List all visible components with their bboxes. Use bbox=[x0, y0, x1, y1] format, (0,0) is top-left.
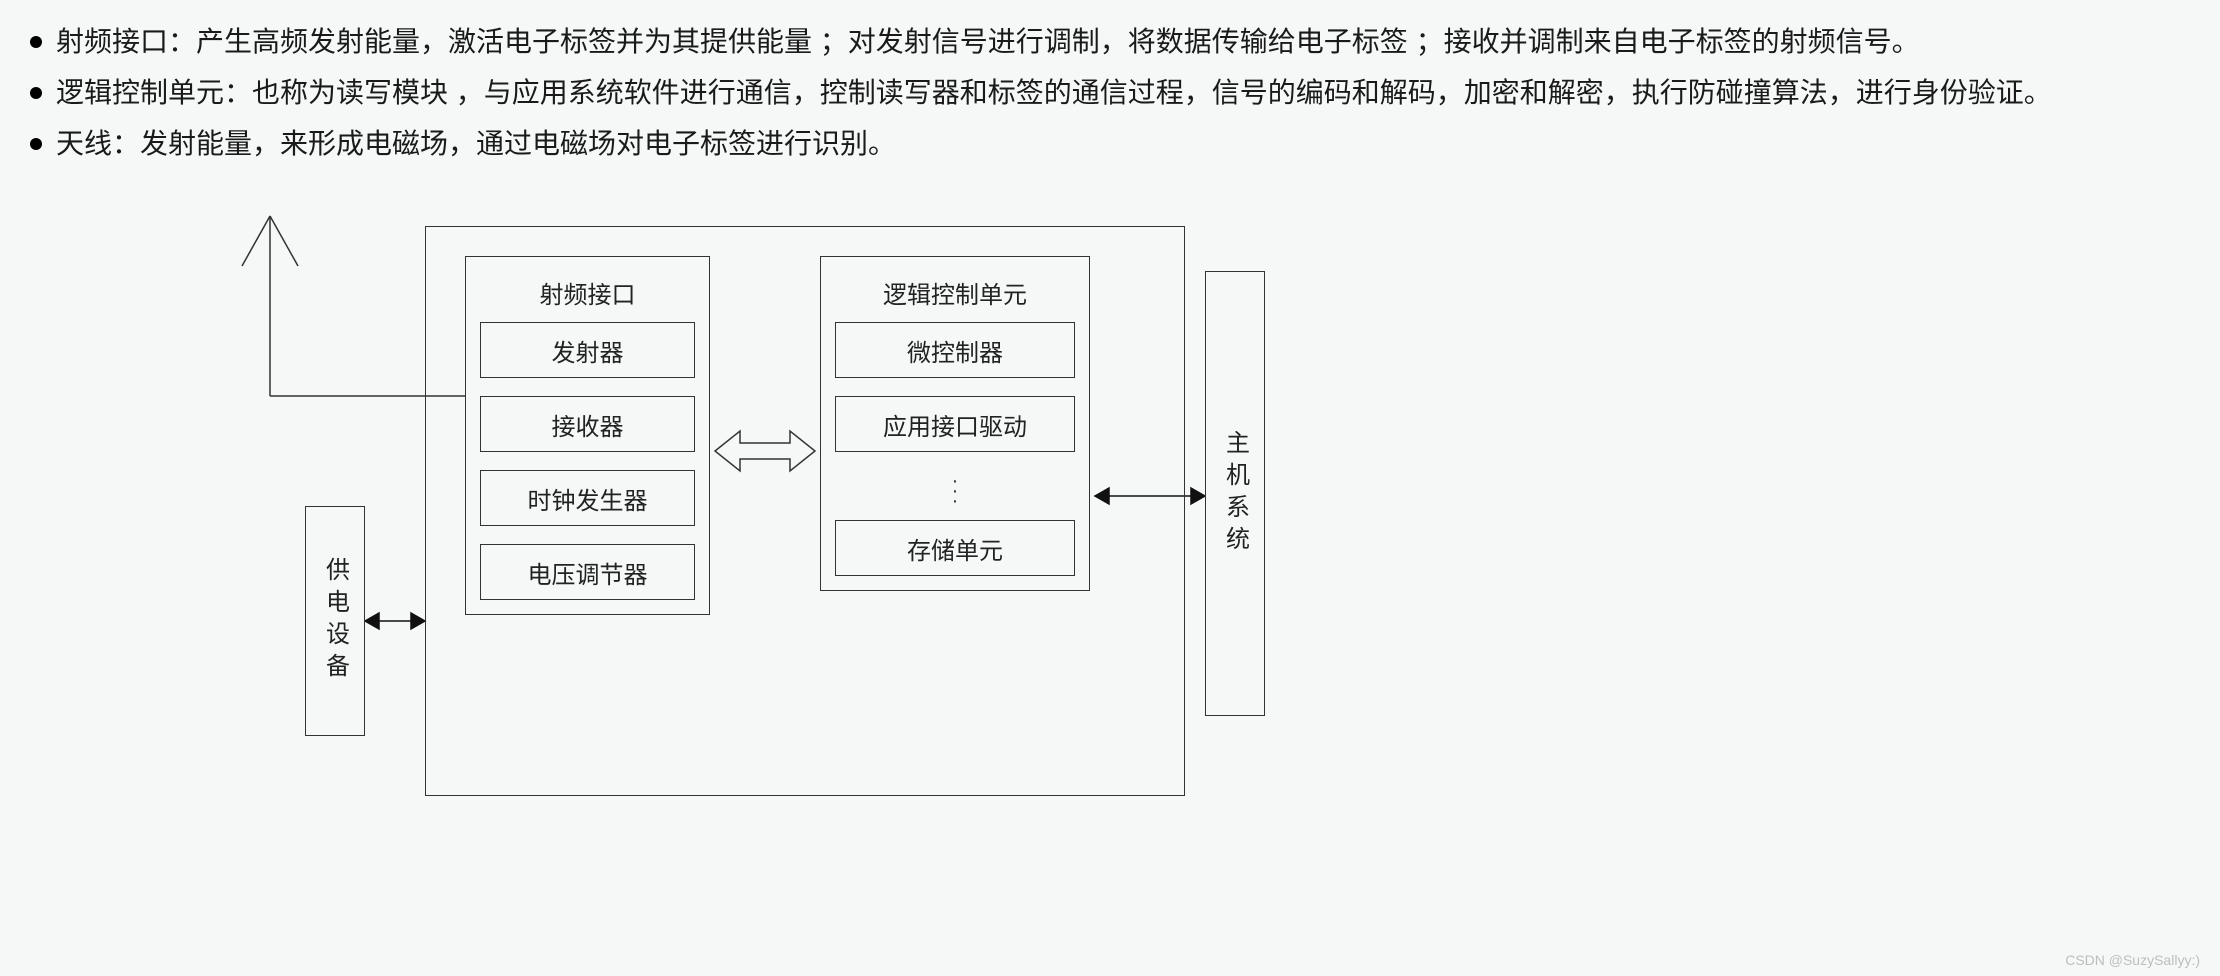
bullet-item: 射频接口：产生高频发射能量，激活电子标签并为其提供能量 ；对发射信号进行调制，将… bbox=[30, 20, 2190, 65]
watermark-text: CSDN @SuzySallyy:) bbox=[2065, 952, 2200, 968]
bullet-text: 逻辑控制单元：也称为读写模块 ，与应用系统软件进行通信，控制读写器和标签的通信过… bbox=[56, 71, 2190, 116]
logic-item-box: 应用接口驱动 bbox=[835, 396, 1075, 452]
bullet-desc: 发射能量，来形成电磁场，通过电磁场对电子标签进行识别。 bbox=[140, 128, 896, 159]
logic-item-label: 存储单元 bbox=[907, 531, 1003, 566]
host-system-label: 主机系统 bbox=[1218, 430, 1253, 558]
rf-item-label: 电压调节器 bbox=[528, 555, 648, 590]
logic-control-group: 逻辑控制单元 微控制器 应用接口驱动 ··· 存储单元 bbox=[820, 256, 1090, 591]
vdots-icon: ··· bbox=[835, 470, 1075, 520]
bullet-term: 逻辑控制单元： bbox=[56, 77, 252, 108]
rf-group-title: 射频接口 bbox=[480, 267, 695, 322]
rf-item-label: 发射器 bbox=[552, 333, 624, 368]
bullet-list: 射频接口：产生高频发射能量，激活电子标签并为其提供能量 ；对发射信号进行调制，将… bbox=[30, 20, 2190, 166]
bullet-dot-icon bbox=[30, 138, 42, 150]
power-supply-box: 供电设备 bbox=[305, 506, 365, 736]
bullet-item: 天线：发射能量，来形成电磁场，通过电磁场对电子标签进行识别。 bbox=[30, 122, 2190, 167]
rf-interface-group: 射频接口 发射器 接收器 时钟发生器 电压调节器 bbox=[465, 256, 710, 615]
bullet-item: 逻辑控制单元：也称为读写模块 ，与应用系统软件进行通信，控制读写器和标签的通信过… bbox=[30, 71, 2190, 116]
bullet-term: 射频接口： bbox=[56, 26, 196, 57]
bullet-dot-icon bbox=[30, 36, 42, 48]
rf-item-box: 时钟发生器 bbox=[480, 470, 695, 526]
host-system-box: 主机系统 bbox=[1205, 271, 1265, 716]
rf-item-box: 接收器 bbox=[480, 396, 695, 452]
power-supply-label: 供电设备 bbox=[318, 557, 353, 685]
logic-item-box: 微控制器 bbox=[835, 322, 1075, 378]
rf-item-label: 时钟发生器 bbox=[528, 481, 648, 516]
block-diagram: 供电设备 主机系统 射频接口 发射器 接收器 时钟发生器 电压调节器 逻辑控制单… bbox=[30, 196, 2190, 846]
rf-item-box: 发射器 bbox=[480, 322, 695, 378]
bullet-term: 天线： bbox=[56, 128, 140, 159]
logic-item-label: 应用接口驱动 bbox=[883, 407, 1027, 442]
bullet-dot-icon bbox=[30, 87, 42, 99]
bullet-desc: 也称为读写模块 ，与应用系统软件进行通信，控制读写器和标签的通信过程，信号的编码… bbox=[252, 77, 2052, 108]
logic-group-title: 逻辑控制单元 bbox=[835, 267, 1075, 322]
logic-item-box: 存储单元 bbox=[835, 520, 1075, 576]
rf-item-box: 电压调节器 bbox=[480, 544, 695, 600]
bullet-text: 射频接口：产生高频发射能量，激活电子标签并为其提供能量 ；对发射信号进行调制，将… bbox=[56, 20, 2190, 65]
rf-item-label: 接收器 bbox=[552, 407, 624, 442]
logic-item-label: 微控制器 bbox=[907, 333, 1003, 368]
bullet-text: 天线：发射能量，来形成电磁场，通过电磁场对电子标签进行识别。 bbox=[56, 122, 2190, 167]
arrow-power-outer bbox=[365, 613, 425, 629]
bullet-desc: 产生高频发射能量，激活电子标签并为其提供能量 ；对发射信号进行调制，将数据传输给… bbox=[196, 26, 1920, 57]
